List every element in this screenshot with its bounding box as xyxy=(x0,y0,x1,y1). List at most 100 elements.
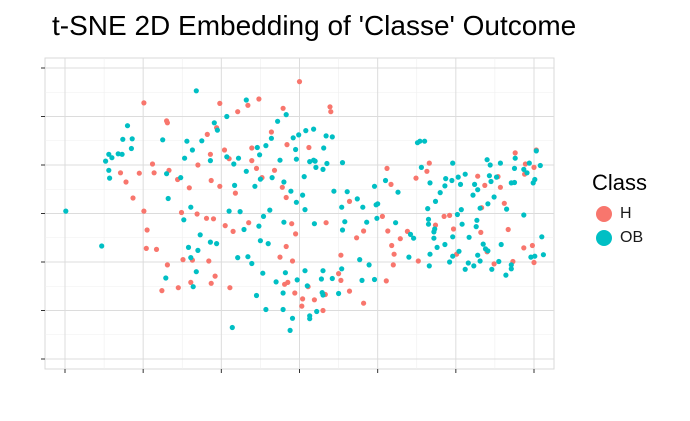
point-ob xyxy=(296,132,302,138)
point-ob xyxy=(477,205,483,211)
point-ob xyxy=(434,244,440,250)
point-ob xyxy=(489,266,495,272)
point-ob xyxy=(288,188,294,194)
point-ob xyxy=(190,284,196,290)
point-h xyxy=(397,236,403,242)
point-ob xyxy=(165,195,171,202)
point-ob xyxy=(457,181,464,187)
point-ob xyxy=(450,160,456,166)
point-h xyxy=(221,147,228,153)
point-ob xyxy=(280,290,286,296)
point-h xyxy=(389,242,395,249)
point-ob xyxy=(311,221,317,227)
point-h xyxy=(338,252,344,258)
point-h xyxy=(253,165,260,171)
point-ob xyxy=(532,176,538,183)
point-h xyxy=(227,285,233,291)
point-ob xyxy=(318,276,324,282)
point-h xyxy=(289,221,295,227)
point-h xyxy=(123,179,129,185)
point-h xyxy=(271,167,278,173)
point-h xyxy=(424,168,430,174)
point-ob xyxy=(472,181,478,187)
point-ob xyxy=(425,221,432,227)
point-ob xyxy=(488,178,494,185)
point-ob xyxy=(493,174,500,180)
point-h xyxy=(327,104,333,110)
point-ob xyxy=(466,234,472,240)
legend-item-ob: OB xyxy=(592,226,647,250)
point-ob xyxy=(374,215,380,221)
point-h xyxy=(195,162,201,168)
point-ob xyxy=(63,208,69,214)
point-h xyxy=(296,79,303,85)
point-ob xyxy=(320,268,326,274)
point-ob xyxy=(528,254,534,260)
point-h xyxy=(188,279,194,285)
point-ob xyxy=(324,160,330,167)
point-ob xyxy=(477,258,483,264)
point-ob xyxy=(257,152,263,158)
point-ob xyxy=(354,196,360,202)
point-ob xyxy=(395,189,401,195)
point-ob xyxy=(336,290,342,297)
point-ob xyxy=(437,190,443,196)
point-ob xyxy=(320,166,326,172)
point-ob xyxy=(302,268,308,274)
point-ob xyxy=(359,277,365,283)
point-ob xyxy=(193,88,199,94)
point-h xyxy=(268,129,274,135)
legend-key-ob xyxy=(596,230,612,246)
point-h xyxy=(531,259,537,266)
point-h xyxy=(413,175,419,181)
point-ob xyxy=(214,127,220,133)
point-ob xyxy=(283,112,289,118)
point-h xyxy=(212,273,218,279)
point-ob xyxy=(199,138,205,144)
point-h xyxy=(282,281,288,287)
point-h xyxy=(217,100,223,106)
point-ob xyxy=(188,255,194,261)
point-ob xyxy=(458,207,464,213)
point-ob xyxy=(197,232,203,238)
point-ob xyxy=(231,161,237,167)
point-ob xyxy=(124,123,131,129)
legend: Class H OB xyxy=(592,170,647,250)
point-ob xyxy=(484,157,490,163)
point-ob xyxy=(307,159,313,165)
point-ob xyxy=(273,279,279,285)
point-ob xyxy=(128,145,134,152)
point-ob xyxy=(243,97,249,103)
point-h xyxy=(415,258,421,264)
point-ob xyxy=(462,171,468,177)
point-ob xyxy=(195,247,201,253)
point-h xyxy=(441,213,447,219)
point-ob xyxy=(342,219,348,225)
point-ob xyxy=(427,251,433,257)
point-h xyxy=(186,185,192,191)
point-h xyxy=(522,161,529,167)
point-h xyxy=(232,190,238,196)
point-h xyxy=(299,303,305,309)
point-ob xyxy=(364,219,370,225)
point-ob xyxy=(263,306,269,313)
point-ob xyxy=(107,175,113,181)
point-h xyxy=(246,220,252,226)
point-ob xyxy=(106,167,112,173)
point-h xyxy=(491,261,497,267)
point-ob xyxy=(314,308,320,315)
point-ob xyxy=(304,283,310,289)
point-ob xyxy=(119,151,125,157)
point-ob xyxy=(425,216,432,222)
point-ob xyxy=(382,177,389,184)
point-h xyxy=(501,200,507,206)
point-ob xyxy=(498,241,504,248)
point-ob xyxy=(235,255,241,261)
point-ob xyxy=(521,212,527,218)
point-ob xyxy=(503,272,509,278)
point-ob xyxy=(491,194,497,200)
point-ob xyxy=(497,160,503,166)
point-h xyxy=(217,183,223,189)
point-ob xyxy=(164,171,170,177)
